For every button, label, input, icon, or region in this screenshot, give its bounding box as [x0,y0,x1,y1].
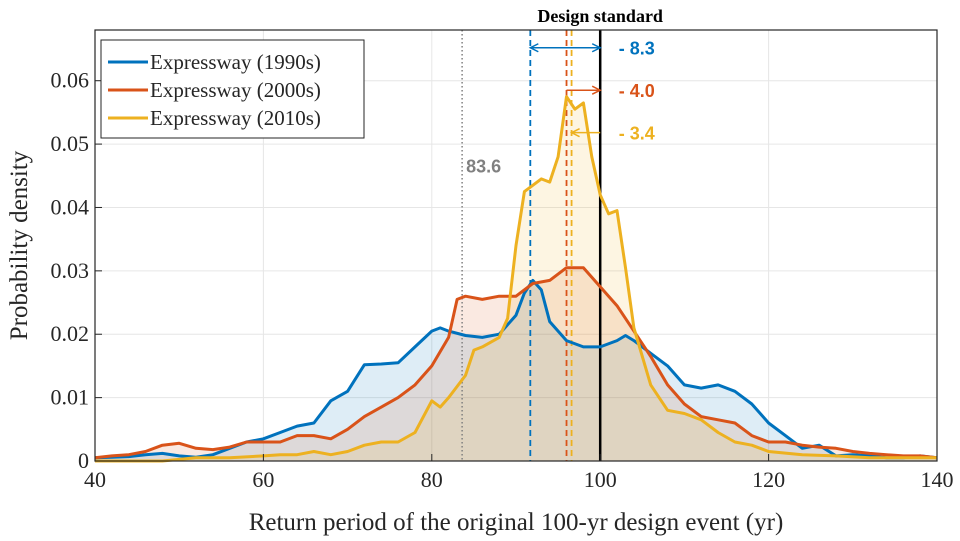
legend-label: Expressway (2010s) [150,106,321,130]
plot-frame [94,29,938,462]
x-axis-label: Return period of the original 100-yr des… [249,509,784,536]
series-line [95,95,937,463]
offset-value-label: - 3.4 [619,124,655,144]
y-tick-label: 0.06 [51,68,90,93]
series-areas [95,96,937,461]
offset-value-label: - 8.3 [619,39,655,59]
y-tick-label: 0 [78,448,89,473]
arrow-head [569,128,580,138]
y-tick-label: 0.02 [51,321,90,346]
x-tick-label: 100 [584,467,617,492]
y-axis-ticks: 0 0.01 0.02 0.03 0.04 0.05 0.06 [51,68,102,473]
x-tick-label: 40 [84,467,106,492]
legend-label: Expressway (2000s) [150,78,321,102]
y-tick-label: 0.03 [51,258,90,283]
y-axis-label: Probability density [6,150,33,340]
y-tick-label: 0.04 [51,194,90,219]
arrow-head [528,43,539,53]
series-line [94,266,938,460]
legend: Expressway (1990s) Expressway (2000s) Expr… [100,39,365,139]
series-area [95,96,937,461]
arrow-head [591,43,602,53]
x-tick-label: 60 [252,467,274,492]
arrow-head [591,85,602,95]
y-tick-label: 0.01 [51,385,90,410]
x-tick-label: 80 [421,467,443,492]
threshold-label: 83.6 [466,157,501,177]
x-axis-ticks: 40 60 80 100 120 140 [84,454,954,492]
annotations: 83.6 Design standard - 8.3 - 4.0 - 3.4 [466,6,663,177]
series-area [95,280,937,461]
x-tick-label: 140 [921,467,954,492]
y-tick-label: 0.05 [51,131,90,156]
legend-label: Expressway (1990s) [150,50,321,74]
series-lines [94,95,938,463]
series-area [95,267,937,461]
design-standard-label: Design standard [537,6,663,26]
x-tick-label: 120 [752,467,785,492]
offset-value-label: - 4.0 [619,81,655,101]
